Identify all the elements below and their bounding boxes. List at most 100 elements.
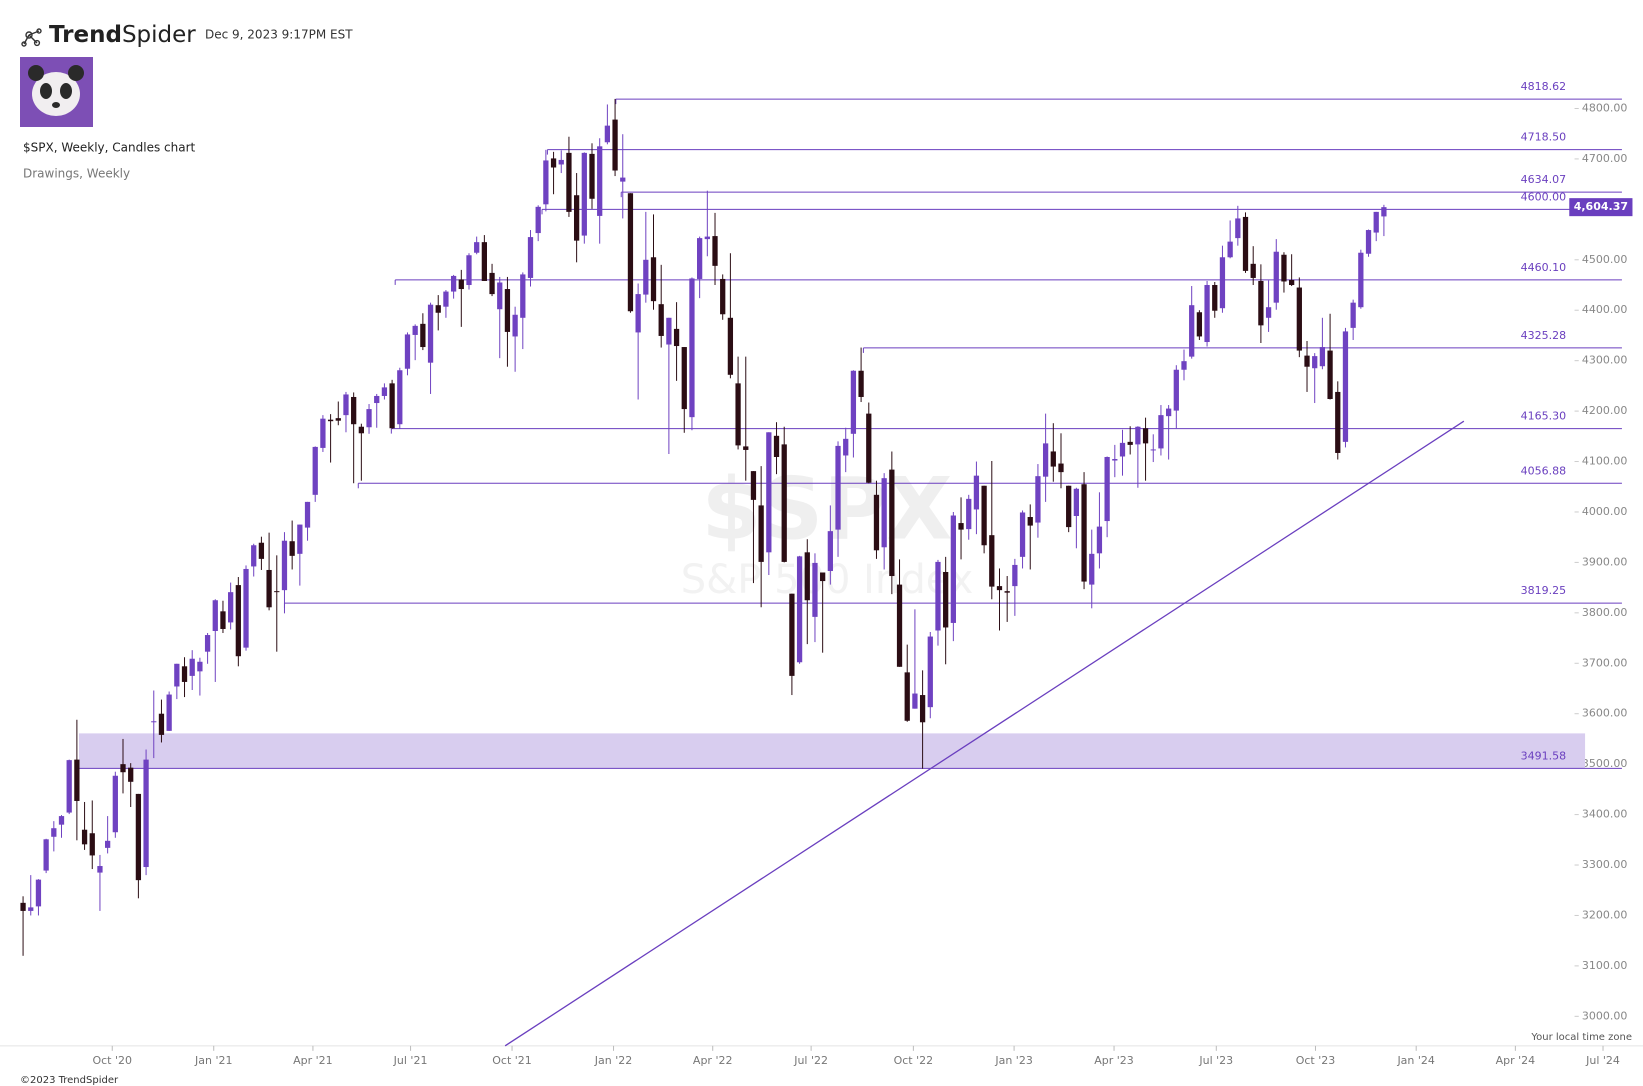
candle-body <box>212 600 218 631</box>
candle-body <box>166 694 172 731</box>
candle-body <box>1335 391 1341 453</box>
candle-body <box>1142 428 1149 444</box>
candle-body <box>896 584 903 667</box>
candle-body <box>750 471 757 500</box>
y-tick-label: 4500.00 <box>1582 253 1628 266</box>
candle-body <box>843 438 849 456</box>
candle-body <box>1342 331 1349 442</box>
candle-body <box>420 323 426 348</box>
candle-body <box>727 317 734 375</box>
candle-body <box>866 413 872 483</box>
candle-body <box>1112 459 1118 461</box>
candle-body <box>489 272 495 295</box>
candle-body <box>527 237 534 278</box>
candle-body <box>381 387 388 396</box>
candle-body <box>235 585 241 657</box>
candle-body <box>1089 553 1095 585</box>
candle-body <box>43 839 49 871</box>
candle-body <box>604 125 611 143</box>
candle-body <box>74 759 80 801</box>
candle-body <box>351 396 357 425</box>
candle-body <box>1258 280 1264 326</box>
level-label: 4165.30 <box>1521 410 1567 423</box>
candle-body <box>1196 312 1203 337</box>
candle-body <box>481 242 487 281</box>
candle-body <box>1296 287 1302 351</box>
candle-body <box>958 523 964 530</box>
x-tick-label: Apr '21 <box>293 1054 333 1067</box>
y-tick-label: 4100.00 <box>1582 455 1628 468</box>
candle-body <box>204 635 211 652</box>
candle-body <box>143 759 149 868</box>
timezone: Your local time zone <box>1530 1032 1632 1043</box>
candle-body <box>289 541 295 556</box>
candle-body <box>312 446 318 495</box>
x-tick-label: Apr '23 <box>1094 1054 1134 1067</box>
candle-body <box>58 816 65 825</box>
logo: TrendSpider <box>49 22 196 48</box>
level-label: 4818.62 <box>1521 80 1567 93</box>
candle-body <box>474 242 480 253</box>
candle-body <box>274 591 280 593</box>
logo-icon <box>21 28 42 47</box>
watermark-name: S&P 500 Index <box>681 557 974 603</box>
candle-body <box>1235 218 1241 239</box>
y-tick-label: 3200.00 <box>1582 908 1628 921</box>
candle-body <box>1204 285 1210 343</box>
y-tick-label: 4400.00 <box>1582 303 1628 316</box>
candle-body <box>320 418 326 448</box>
candle-body <box>20 902 26 911</box>
level-label: 4325.28 <box>1521 329 1567 342</box>
candle-body <box>512 314 518 337</box>
candle-body <box>720 278 726 315</box>
candle-body <box>343 394 349 416</box>
candle-body <box>558 159 564 165</box>
candle-body <box>743 446 749 450</box>
candle-body <box>335 418 341 421</box>
logo-bold: Trend <box>49 22 122 48</box>
candle-body <box>105 840 111 848</box>
candle-body <box>550 158 557 168</box>
y-tick-label: 4200.00 <box>1582 404 1628 417</box>
candle-body <box>1004 591 1010 593</box>
candle-body <box>435 305 441 313</box>
candle-body <box>973 475 980 510</box>
candle-body <box>581 152 587 236</box>
candle-body <box>989 535 995 587</box>
candle-body <box>543 160 549 205</box>
candle-body <box>735 383 741 446</box>
candle-body <box>1050 451 1056 467</box>
candle-body <box>996 586 1003 591</box>
candle-body <box>81 829 88 845</box>
y-tick-label: 3300.00 <box>1582 858 1628 871</box>
y-tick-label: 4300.00 <box>1582 354 1628 367</box>
x-tick-label: Oct '20 <box>92 1054 132 1067</box>
candle-body <box>266 569 272 608</box>
candle-body <box>1173 369 1179 411</box>
candle-body <box>450 275 457 292</box>
candle-body <box>1181 361 1187 370</box>
candle-body <box>712 236 718 266</box>
x-tick-label: Jan '24 <box>1396 1054 1434 1067</box>
candle-body <box>781 444 787 562</box>
last-price-tag <box>1569 198 1633 217</box>
y-tick-label: 3900.00 <box>1582 555 1628 568</box>
candle-body <box>981 485 987 546</box>
candle-body <box>704 236 710 240</box>
candle-body <box>1250 263 1256 278</box>
candle-body <box>1381 207 1387 217</box>
candle-body <box>758 505 764 562</box>
candle-body <box>397 370 403 425</box>
candle-body <box>1066 485 1072 528</box>
candle-body <box>251 545 257 567</box>
candle-body <box>796 556 803 663</box>
candle-body <box>151 721 157 723</box>
candle-body <box>181 666 188 682</box>
x-tick-label: Oct '22 <box>894 1054 934 1067</box>
candle-body <box>858 370 864 397</box>
candle-body <box>1350 302 1356 328</box>
y-tick-label: 3800.00 <box>1582 606 1628 619</box>
candle-body <box>1058 463 1064 473</box>
avatar <box>20 57 93 127</box>
